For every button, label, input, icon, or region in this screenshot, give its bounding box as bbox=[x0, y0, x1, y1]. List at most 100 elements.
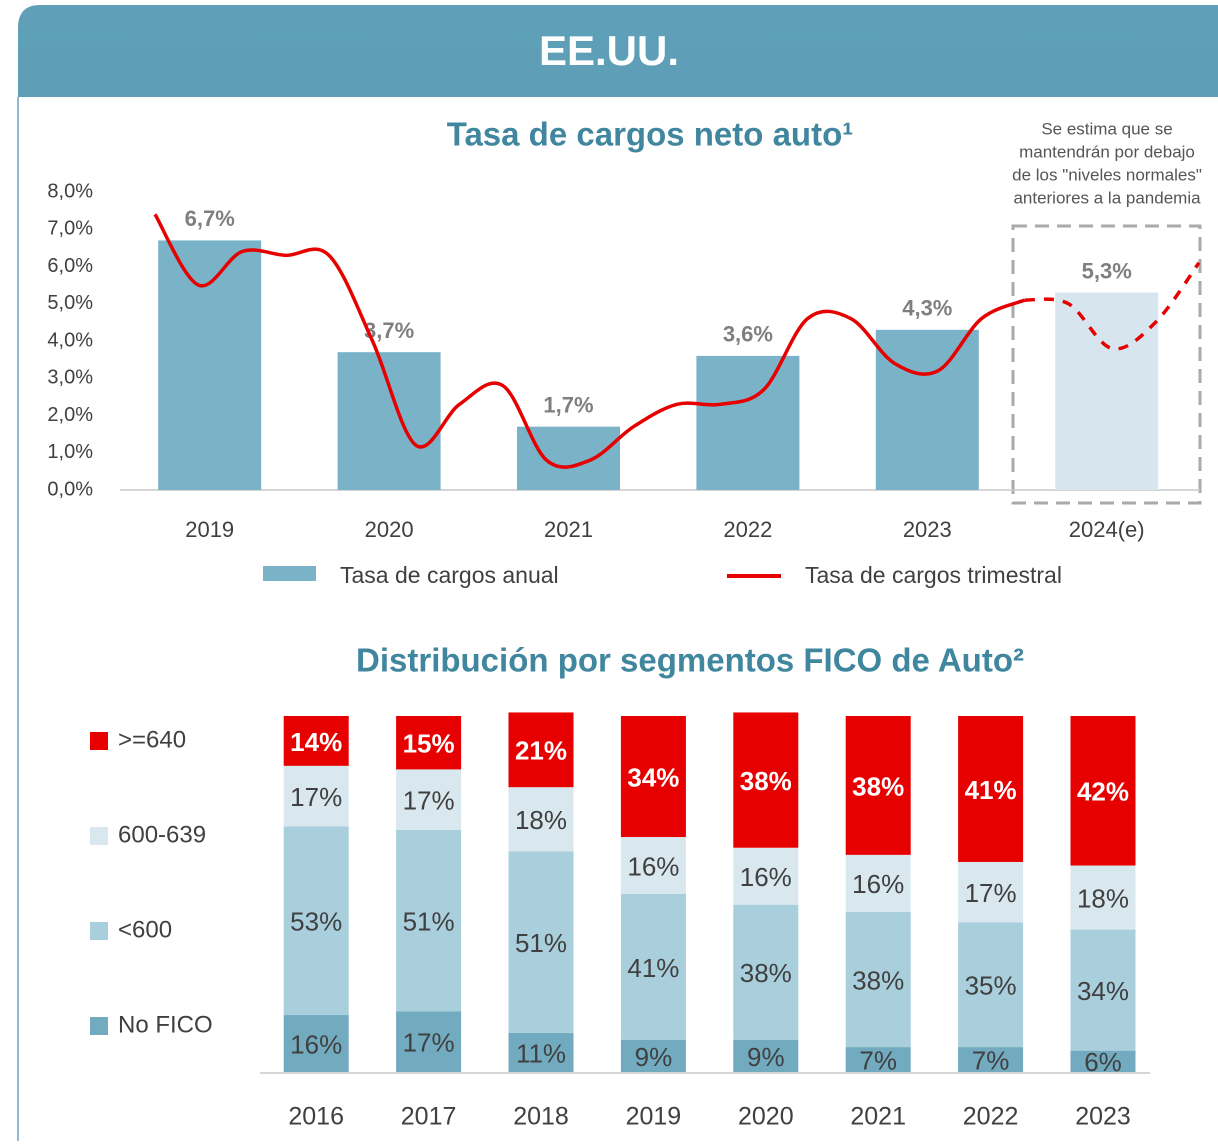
segment-label: 16% bbox=[627, 851, 679, 881]
segment-label: 17% bbox=[290, 782, 342, 812]
segment-label: 51% bbox=[403, 907, 455, 937]
bar-segment bbox=[1070, 929, 1136, 1051]
x-tick-label: 2020 bbox=[365, 517, 414, 542]
legend-label: 600-639 bbox=[118, 821, 206, 848]
annotation: mantendrán por debajo bbox=[1019, 142, 1195, 161]
bar-segment bbox=[958, 861, 1024, 923]
bar-segment bbox=[958, 716, 1024, 862]
bar bbox=[158, 240, 262, 490]
y-tick-label: 5,0% bbox=[47, 292, 93, 314]
annotation: Se estima que se bbox=[1041, 119, 1172, 138]
x-tick-label: 2022 bbox=[723, 517, 772, 542]
y-tick-label: 0,0% bbox=[47, 478, 93, 500]
segment-label: 7% bbox=[859, 1045, 897, 1075]
bar-segment bbox=[283, 1015, 349, 1072]
segment-label: 38% bbox=[740, 958, 792, 988]
y-tick-label: 2,0% bbox=[47, 404, 93, 426]
legend-swatch bbox=[90, 1017, 108, 1035]
segment-label: 42% bbox=[1077, 777, 1129, 807]
header-title: EE.UU. bbox=[539, 27, 679, 74]
bar-segment bbox=[508, 1032, 574, 1072]
x-tick-label: 2021 bbox=[544, 517, 593, 542]
bar-segment bbox=[620, 894, 686, 1040]
bar-value-label: 6,7% bbox=[185, 206, 235, 231]
bar-segment bbox=[396, 769, 462, 830]
bar-segment bbox=[396, 716, 462, 770]
segment-label: 34% bbox=[1077, 976, 1129, 1006]
segment-label: 38% bbox=[852, 965, 904, 995]
segment-label: 16% bbox=[852, 869, 904, 899]
legend-label: Tasa de cargos anual bbox=[340, 562, 559, 588]
bar-value-label: 1,7% bbox=[543, 392, 593, 417]
segment-label: 17% bbox=[403, 786, 455, 816]
trend-line bbox=[153, 213, 1026, 469]
y-tick-label: 6,0% bbox=[47, 255, 93, 277]
segment-label: 6% bbox=[1084, 1047, 1122, 1077]
chart-title: Distribución por segmentos FICO de Auto² bbox=[356, 642, 1024, 679]
segment-label: 17% bbox=[403, 1028, 455, 1058]
y-tick-label: 3,0% bbox=[47, 367, 93, 389]
chart-title: Tasa de cargos neto auto¹ bbox=[447, 116, 853, 153]
x-tick-label: 2023 bbox=[1075, 1103, 1131, 1131]
bar-segment bbox=[733, 1039, 799, 1072]
segment-label: 21% bbox=[515, 736, 567, 766]
bar-segment bbox=[1070, 865, 1136, 930]
bar bbox=[337, 352, 441, 490]
bar-value-label: 4,3% bbox=[902, 296, 952, 321]
x-tick-label: 2019 bbox=[626, 1103, 682, 1131]
y-tick-label: 4,0% bbox=[47, 329, 93, 351]
y-tick-label: 8,0% bbox=[47, 180, 93, 202]
legend-swatch bbox=[90, 732, 108, 750]
bar-value-label: 5,3% bbox=[1082, 258, 1132, 283]
bar-segment bbox=[845, 854, 911, 912]
x-tick-label: 2024(e) bbox=[1069, 517, 1145, 542]
segment-label: 16% bbox=[290, 1029, 342, 1059]
bar-segment bbox=[620, 837, 686, 894]
segment-label: 41% bbox=[627, 953, 679, 983]
segment-label: 41% bbox=[965, 775, 1017, 805]
bar-segment bbox=[845, 716, 911, 855]
segment-label: 38% bbox=[740, 766, 792, 796]
bar-segment bbox=[958, 1047, 1024, 1072]
bar-segment bbox=[845, 911, 911, 1048]
bar-value-label: 3,6% bbox=[723, 322, 773, 347]
x-tick-label: 2021 bbox=[850, 1103, 906, 1131]
bar-segment bbox=[283, 765, 349, 827]
segment-label: 17% bbox=[965, 878, 1017, 908]
x-tick-label: 2020 bbox=[738, 1103, 794, 1131]
bar-segment bbox=[396, 1011, 462, 1072]
annotation: de los "niveles normales" bbox=[1012, 165, 1202, 184]
segment-label: 38% bbox=[852, 771, 904, 801]
legend-label: >=640 bbox=[118, 726, 186, 753]
legend-label: Tasa de cargos trimestral bbox=[805, 562, 1062, 588]
segment-label: 34% bbox=[627, 762, 679, 792]
bar-segment bbox=[1070, 716, 1136, 866]
segment-label: 16% bbox=[740, 862, 792, 892]
bar-segment bbox=[508, 787, 574, 852]
bar-segment bbox=[733, 847, 799, 905]
legend-swatch bbox=[90, 827, 108, 845]
estimate-box bbox=[1011, 224, 1202, 505]
bar-segment bbox=[620, 716, 686, 838]
bar-segment bbox=[958, 922, 1024, 1048]
x-tick-label: 2018 bbox=[513, 1103, 569, 1131]
segment-label: 9% bbox=[635, 1042, 673, 1072]
bar bbox=[696, 355, 800, 490]
bar-segment bbox=[733, 712, 799, 848]
segment-label: 9% bbox=[747, 1042, 785, 1072]
legend-swatch bbox=[90, 922, 108, 940]
segment-label: 7% bbox=[972, 1045, 1010, 1075]
bar-segment bbox=[1070, 1050, 1136, 1072]
segment-label: 35% bbox=[965, 971, 1017, 1001]
x-tick-label: 2022 bbox=[963, 1103, 1019, 1131]
bar-segment bbox=[508, 851, 574, 1033]
legend-swatch bbox=[263, 566, 316, 581]
x-tick-label: 2017 bbox=[401, 1103, 457, 1131]
bar-segment bbox=[283, 826, 349, 1016]
legend-label: No FICO bbox=[118, 1011, 213, 1038]
y-tick-label: 1,0% bbox=[47, 441, 93, 463]
legend-label: <600 bbox=[118, 916, 172, 943]
segment-label: 53% bbox=[290, 907, 342, 937]
